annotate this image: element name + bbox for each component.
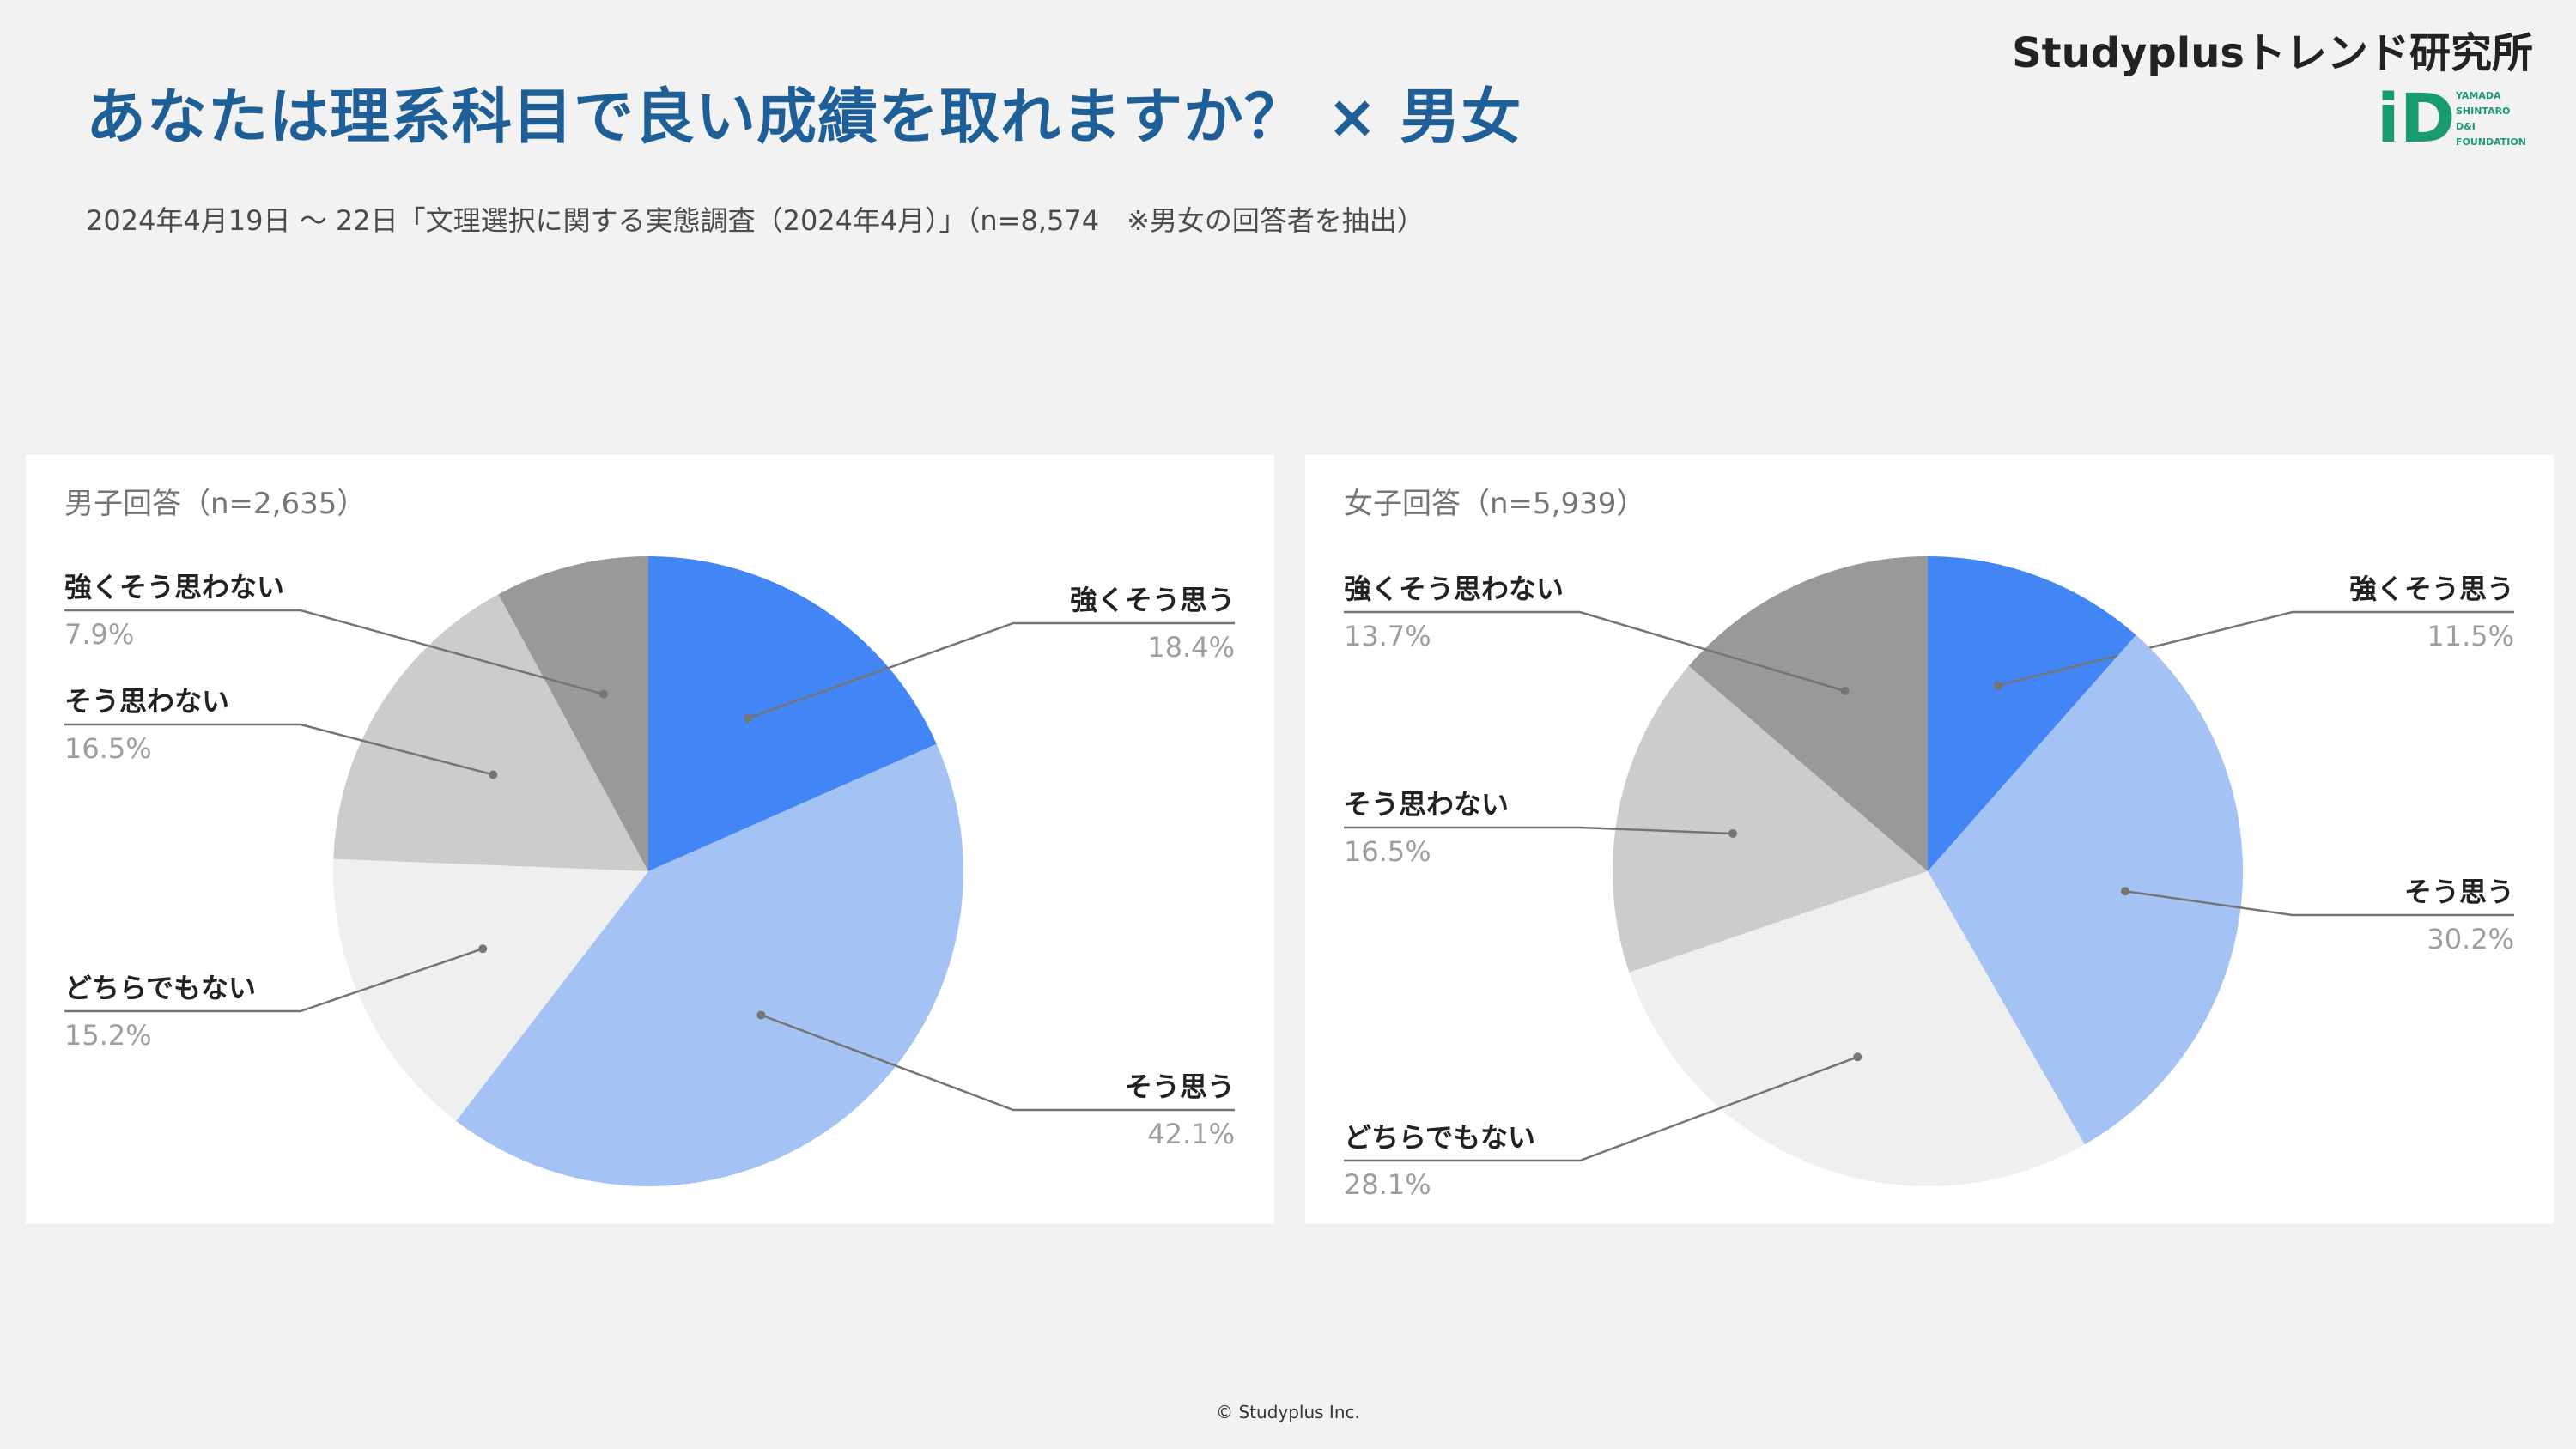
pie-slice-2 (456, 743, 963, 1186)
pie-slice-5 (1688, 556, 1928, 871)
leader-line (760, 1014, 1235, 1112)
pie-slice-4 (1613, 665, 1928, 973)
slice-value: 18.4% (1147, 631, 1235, 664)
slice-label: 強くそう思わない (64, 571, 284, 603)
leader-dot (744, 713, 753, 723)
male-pie-chart: 男子回答（n=2,635） 強くそう思う 18.4% そう思う 42.1% どちらでもない… (64, 487, 1235, 1186)
foundation-logo: iD YAMADA SHINTARO D&I FOUNDATION (2377, 82, 2526, 158)
logo-line-1: YAMADA (2455, 90, 2501, 101)
pie-slice-1 (1928, 556, 2136, 871)
leader-dot (1728, 828, 1738, 838)
pie-slice-3 (1629, 871, 2085, 1186)
leader-dot (489, 770, 498, 779)
leader-dot (598, 689, 608, 699)
leader-line (64, 948, 483, 1013)
slice-label: どちらでもない (64, 972, 256, 1004)
leader-dot (2121, 887, 2130, 896)
survey-subtitle: 2024年4月19日 〜 22日「文理選択に関する実態調査（2024年4月）」（… (86, 204, 1425, 237)
leader-dot (756, 1010, 766, 1020)
leader-dot (478, 944, 488, 954)
slice-label: 強くそう思わない (1344, 573, 1564, 605)
logo-line-3: D&I (2456, 121, 2476, 132)
leader-line (747, 621, 1235, 719)
slice-label: そう思う (1125, 1070, 1235, 1103)
slice-value: 16.5% (1344, 835, 1431, 868)
slice-label: 強くそう思う (2349, 573, 2514, 605)
leader-line (1344, 1056, 1858, 1162)
leader-dot (1853, 1052, 1862, 1062)
leader-line (64, 723, 494, 776)
slice-label: そう思わない (64, 685, 229, 718)
logo-line-2: SHINTARO (2456, 106, 2510, 117)
logo-mark: iD (2377, 82, 2455, 158)
slice-value: 15.2% (64, 1019, 152, 1052)
slice-value: 30.2% (2427, 923, 2514, 955)
slice-value: 13.7% (1344, 620, 1431, 652)
page-title: あなたは理系科目で良い成績を取れますか？ × 男女 (86, 82, 1522, 152)
slice-value: 11.5% (2427, 620, 2514, 652)
pie-slice-1 (648, 556, 937, 871)
female-chart-panel: 女子回答（n=5,939） 強くそう思う 11.5% そう思う 30.2% どちらでもない… (1305, 455, 2554, 1224)
leader-line (64, 609, 605, 695)
pie-slice-2 (1928, 634, 2243, 1145)
brand-name: Studyplusトレンド研究所 (2012, 29, 2533, 77)
leader-line (1344, 826, 1734, 835)
slice-label: そう思う (2404, 876, 2514, 908)
pie-slice-4 (333, 594, 648, 871)
leader-dot (1993, 681, 2002, 690)
leader-line (1997, 610, 2514, 687)
chart-title: 女子回答（n=5,939） (1344, 487, 1645, 521)
leader-line (2124, 889, 2514, 917)
copyright: © Studyplus Inc. (1216, 1402, 1360, 1422)
pie-slice-5 (498, 556, 648, 871)
leader-dot (1840, 686, 1850, 695)
female-pie-chart: 女子回答（n=5,939） 強くそう思う 11.5% そう思う 30.2% どちらでもない… (1344, 487, 2514, 1201)
male-chart-panel: 男子回答（n=2,635） 強くそう思う 18.4% そう思う 42.1% どちらでもない… (26, 455, 1274, 1224)
slice-value: 7.9% (64, 618, 134, 651)
slice-value: 28.1% (1344, 1168, 1431, 1201)
slice-label: どちらでもない (1344, 1121, 1535, 1154)
slice-label: そう思わない (1344, 788, 1509, 821)
slice-value: 42.1% (1147, 1118, 1235, 1150)
leader-line (1344, 610, 1845, 693)
pie-slice-3 (333, 858, 648, 1121)
slice-value: 16.5% (64, 732, 152, 765)
slice-label: 強くそう思う (1070, 584, 1235, 616)
logo-line-4: FOUNDATION (2456, 136, 2526, 148)
chart-title: 男子回答（n=2,635） (64, 487, 366, 521)
